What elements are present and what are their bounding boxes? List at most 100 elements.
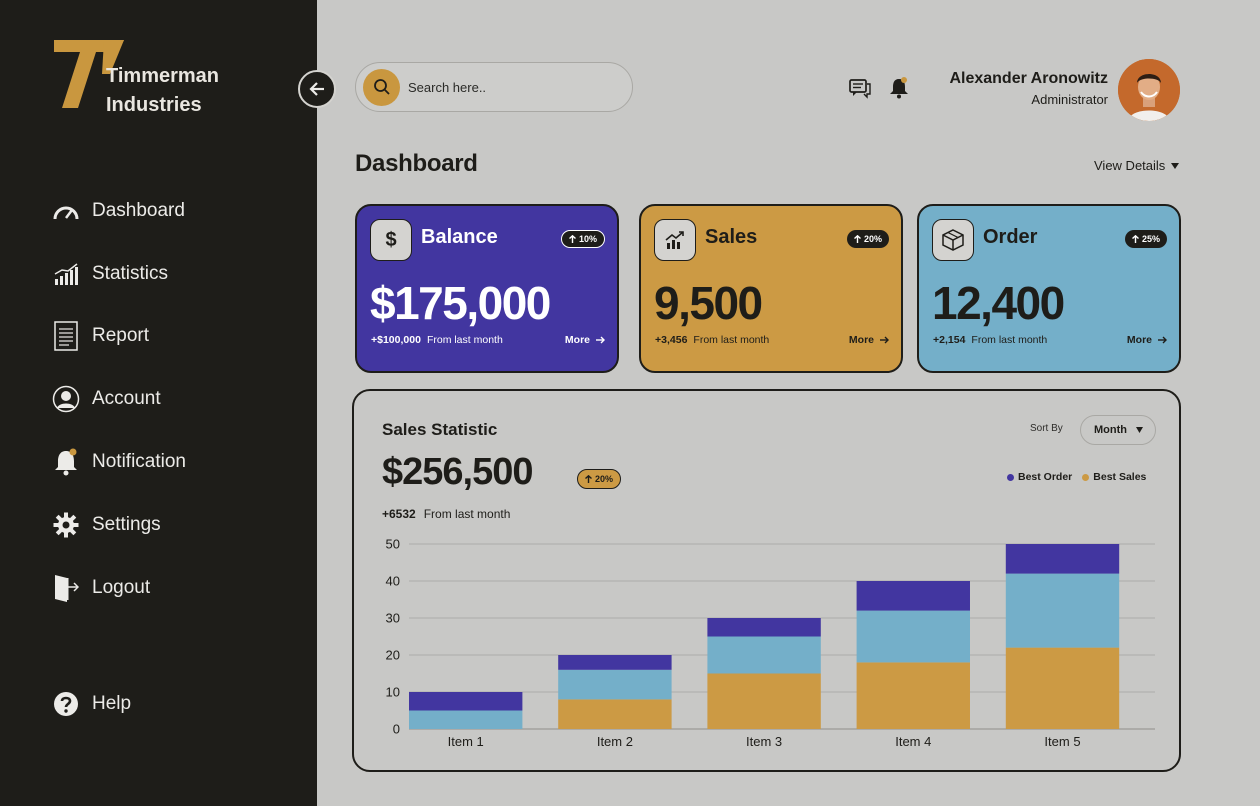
user-circle-icon xyxy=(52,385,80,413)
caret-down-icon xyxy=(1171,162,1180,169)
x-tick-label: Item 1 xyxy=(448,734,484,749)
bar-segment[interactable] xyxy=(558,655,672,670)
user-role: Administrator xyxy=(1031,92,1108,107)
bar-segment[interactable] xyxy=(856,581,970,611)
bar-segment[interactable] xyxy=(1005,573,1120,648)
card-title: Order xyxy=(983,226,1038,248)
sidebar-item-logout[interactable]: Logout xyxy=(52,572,150,604)
more-link[interactable]: More xyxy=(1127,334,1167,346)
logo-mark-icon xyxy=(54,40,124,108)
brand-line-2: Industries xyxy=(106,94,202,116)
door-exit-icon xyxy=(52,574,80,602)
y-tick-label: 50 xyxy=(386,537,400,552)
sales-statistic-panel: Sales Statistic $256,500 20% +6532 From … xyxy=(352,389,1181,772)
trend-chart-icon xyxy=(654,219,696,261)
panel-delta-text: From last month xyxy=(423,507,511,521)
notification-bell-icon[interactable] xyxy=(889,77,911,99)
sidebar-item-label: Account xyxy=(92,388,161,409)
bar-segment[interactable] xyxy=(707,636,821,674)
sort-by-label: Sort By xyxy=(1030,423,1063,434)
more-link[interactable]: More xyxy=(849,334,889,346)
more-link[interactable]: More xyxy=(565,334,605,346)
collapse-sidebar-button[interactable] xyxy=(298,70,336,108)
arrow-right-icon xyxy=(880,336,889,344)
legend-item-best-sales: Best Sales xyxy=(1082,471,1146,483)
question-icon xyxy=(52,690,80,718)
bar-segment[interactable] xyxy=(707,618,821,637)
card-delta: +3,456 From last month xyxy=(655,334,769,346)
card-delta-value: +2,154 xyxy=(933,334,966,346)
legend-swatch xyxy=(1082,473,1090,481)
card-title: Balance xyxy=(421,226,498,248)
bar-segment[interactable] xyxy=(558,699,672,729)
growth-badge-value: 20% xyxy=(863,234,882,244)
sidebar-item-settings[interactable]: Settings xyxy=(52,509,161,541)
more-label: More xyxy=(848,334,874,346)
sidebar-item-notification[interactable]: Notification xyxy=(52,446,186,478)
bar-segment[interactable] xyxy=(558,669,672,700)
x-tick-label: Item 5 xyxy=(1044,734,1080,749)
sidebar-item-label: Statistics xyxy=(92,263,169,284)
legend-item-best-order: Best Order xyxy=(1007,471,1072,483)
growth-badge: 25% xyxy=(1124,230,1167,248)
sidebar-item-account[interactable]: Account xyxy=(52,383,161,415)
growth-badge: 10% xyxy=(560,230,605,248)
bar-segment[interactable] xyxy=(1005,544,1120,574)
sidebar-item-statistics[interactable]: Statistics xyxy=(52,258,168,290)
view-details-label: View Details xyxy=(1094,158,1166,173)
sales-card: Sales 20% 9,500 +3,456 From last month M… xyxy=(639,204,903,373)
sidebar-item-report[interactable]: Report xyxy=(52,320,149,352)
sidebar-item-label: Help xyxy=(92,693,132,714)
y-tick-label: 40 xyxy=(386,574,400,589)
y-tick-label: 30 xyxy=(386,611,400,626)
bar-segment[interactable] xyxy=(1005,647,1120,729)
gauge-icon xyxy=(52,197,80,225)
sales-chart: 0 10 20 30 40 50 Item 1 Item 2 Item 3 Item 4 Item … xyxy=(386,537,1155,749)
bar-segment[interactable] xyxy=(409,710,523,730)
arrow-right-icon xyxy=(596,336,605,344)
bar-segment[interactable] xyxy=(409,692,523,711)
arrow-right-icon xyxy=(1158,336,1167,344)
card-delta-text: From last month xyxy=(426,334,503,346)
sidebar-item-label: Dashboard xyxy=(92,200,185,221)
search-input[interactable] xyxy=(408,79,608,95)
legend-label: Best Sales xyxy=(1093,471,1147,483)
card-delta-text: From last month xyxy=(693,334,770,346)
card-value: 12,400 xyxy=(932,277,1065,329)
sidebar-item-label: Report xyxy=(92,325,150,346)
sidebar-item-help[interactable]: Help xyxy=(52,688,131,720)
search-bar xyxy=(355,62,633,112)
more-label: More xyxy=(1126,334,1152,346)
box-icon xyxy=(932,219,974,261)
sidebar: Timmerman Industries Dashboard Statistic… xyxy=(0,0,317,806)
legend-label: Best Order xyxy=(1018,471,1073,483)
svg-text:$: $ xyxy=(385,229,396,251)
bar-segment[interactable] xyxy=(856,610,970,663)
sort-by-select[interactable]: Month xyxy=(1080,415,1156,445)
search-icon[interactable] xyxy=(363,68,400,106)
sidebar-item-label: Notification xyxy=(92,451,186,472)
messages-icon[interactable] xyxy=(849,77,871,99)
panel-delta: +6532 From last month xyxy=(382,507,510,521)
x-tick-label: Item 4 xyxy=(895,734,931,749)
chart-legend: Best Order Best Sales xyxy=(1007,471,1146,483)
brand-logo: Timmerman Industries xyxy=(52,38,242,118)
y-tick-label: 20 xyxy=(386,648,400,663)
bar-chart-icon xyxy=(52,260,80,288)
sidebar-item-dashboard[interactable]: Dashboard xyxy=(52,195,185,227)
brand-line-1: Timmerman xyxy=(106,65,220,87)
x-tick-label: Item 2 xyxy=(597,734,633,749)
avatar[interactable] xyxy=(1118,59,1180,121)
view-details-dropdown[interactable]: View Details xyxy=(1094,158,1180,173)
card-value: $175,000 xyxy=(370,277,551,329)
panel-total-value: $256,500 xyxy=(382,451,533,493)
card-delta: +$100,000 From last month xyxy=(371,334,503,346)
panel-delta-value: +6532 xyxy=(382,507,416,521)
arrow-up-icon xyxy=(585,475,592,483)
bar-segment[interactable] xyxy=(707,673,821,730)
gear-icon xyxy=(52,511,80,539)
y-tick-label: 0 xyxy=(393,722,400,737)
brand-name: Timmerman Industries xyxy=(106,62,219,120)
caret-down-icon xyxy=(1136,427,1143,433)
bar-segment[interactable] xyxy=(856,662,970,729)
